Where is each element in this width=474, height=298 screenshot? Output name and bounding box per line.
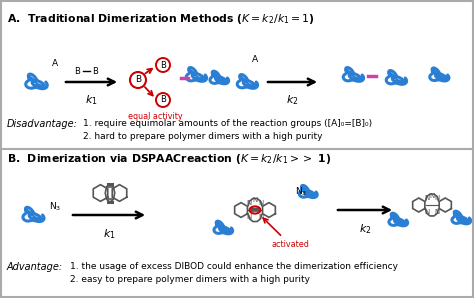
Text: N: N — [258, 200, 263, 206]
Text: N$_3$: N$_3$ — [295, 186, 307, 198]
Text: Disadvantage:: Disadvantage: — [7, 119, 78, 129]
Text: 1. require equimolar amounts of the reaction groups ([A]₀=[B]₀): 1. require equimolar amounts of the reac… — [83, 119, 372, 128]
Text: N: N — [424, 195, 429, 201]
Text: 2. hard to prepare polymer dimers with a high purity: 2. hard to prepare polymer dimers with a… — [83, 132, 322, 141]
Text: N: N — [429, 193, 435, 199]
Text: $k_2$: $k_2$ — [286, 93, 299, 107]
Text: A: A — [252, 55, 258, 64]
Text: 2. easy to prepare polymer dimers with a high purity: 2. easy to prepare polymer dimers with a… — [70, 275, 310, 284]
Text: $k_2$: $k_2$ — [359, 222, 371, 236]
Text: B: B — [160, 60, 166, 69]
Text: N$_3$: N$_3$ — [49, 201, 61, 213]
Text: B: B — [74, 66, 80, 75]
Text: B: B — [135, 75, 141, 85]
Text: N: N — [258, 214, 263, 220]
Text: A.  Traditional Dimerization Methods ($K = k_2/k_1 = 1$): A. Traditional Dimerization Methods ($K … — [7, 12, 315, 26]
Text: B.  Dimerization via DSPAACr​eaction ($K = k_2/k_1 >>$ 1): B. Dimerization via DSPAACr​eaction ($K … — [7, 152, 331, 166]
Text: N: N — [435, 209, 440, 215]
Text: A: A — [52, 58, 58, 68]
Text: N: N — [247, 200, 252, 206]
Text: N: N — [247, 214, 252, 220]
Text: Advantage:: Advantage: — [7, 262, 63, 272]
Text: B: B — [160, 95, 166, 105]
Text: equal activity: equal activity — [128, 112, 182, 121]
Text: N: N — [424, 209, 429, 215]
Text: activated: activated — [264, 218, 309, 249]
Text: $k_1$: $k_1$ — [85, 93, 98, 107]
Text: N: N — [435, 195, 440, 201]
Text: $k_1$: $k_1$ — [103, 227, 115, 241]
Text: N: N — [252, 197, 258, 203]
Text: 1. the usage of excess DIBOD could enhance the dimerization efficiency: 1. the usage of excess DIBOD could enhan… — [70, 262, 398, 271]
Text: B: B — [92, 66, 98, 75]
